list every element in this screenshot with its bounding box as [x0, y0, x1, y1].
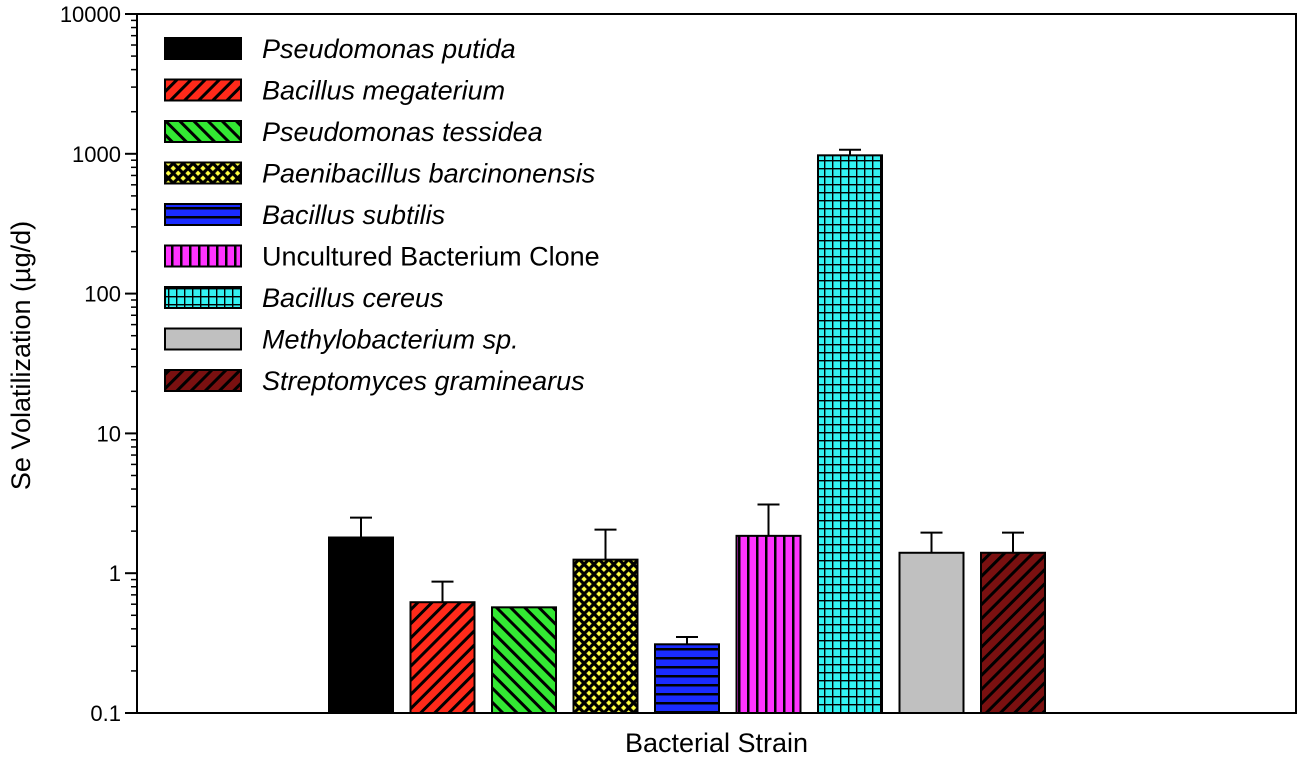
y-axis-title: Se Volatilization (µg/d) [6, 221, 36, 490]
legend-swatch [164, 203, 242, 226]
legend-item-methylobacterium-sp: Methylobacterium sp. [164, 325, 519, 355]
error-bar-paenibacillus-barcinonensis [594, 528, 617, 560]
bar-bacillus-megaterium [409, 601, 476, 714]
legend-item-bacillus-cereus: Bacillus cereus [164, 283, 444, 313]
bar-bacillus-cereus [817, 154, 883, 714]
legend-label: Methylobacterium sp. [262, 325, 519, 355]
error-bar-bacillus-subtilis [676, 635, 698, 645]
legend-swatch [164, 286, 242, 309]
legend-swatch [164, 37, 242, 60]
bar-bacillus-subtilis [654, 643, 720, 714]
legend-swatch [164, 327, 242, 351]
legend-label: Paenibacillus barcinonensis [262, 159, 595, 189]
bars-layer [328, 148, 1046, 714]
axes-layer: 0.1 1 10 100 1000 10000 [60, 2, 1297, 726]
legend-item-paenibacillus-barcinonensis: Paenibacillus barcinonensis [164, 159, 595, 189]
error-bar-pseudomonas-putida [350, 516, 372, 538]
bar-streptomyces-graminearus [980, 551, 1046, 714]
legend-item-streptomyces-graminearus: Streptomyces graminearus [164, 366, 585, 396]
y-tick-label: 1000 [72, 142, 121, 167]
legend-item-uncultured-bacterium-clone: Uncultured Bacterium Clone [164, 242, 600, 272]
legend-label: Streptomyces graminearus [262, 366, 585, 396]
bar-pseudomonas-tessidea [491, 606, 557, 714]
bar-uncultured-bacterium-clone [735, 534, 802, 714]
legend-item-pseudomonas-tessidea: Pseudomonas tessidea [164, 117, 543, 147]
legend-label: Pseudomonas tessidea [262, 117, 543, 147]
legend-label: Uncultured Bacterium Clone [262, 242, 600, 272]
y-tick-label: 1 [109, 561, 121, 586]
legend-item-pseudomonas-putida: Pseudomonas putida [164, 34, 516, 64]
x-axis-title: Bacterial Strain [625, 728, 808, 758]
legend-label: Bacillus megaterium [262, 76, 505, 106]
legend-label: Bacillus cereus [262, 283, 444, 313]
legend-swatch [164, 161, 242, 185]
legend: Pseudomonas putida Bacillus megaterium Pse… [164, 34, 600, 396]
legend-label: Pseudomonas putida [262, 34, 516, 64]
y-tick-label: 100 [84, 282, 121, 307]
legend-item-bacillus-megaterium: Bacillus megaterium [164, 76, 505, 106]
plot-frame [136, 13, 1297, 714]
legend-swatch [164, 369, 242, 392]
error-bar-uncultured-bacterium-clone [757, 503, 780, 536]
y-tick-label: 0.1 [90, 701, 121, 726]
bar-methylobacterium-sp [898, 551, 965, 714]
legend-swatch [164, 78, 242, 102]
legend-label: Bacillus subtilis [262, 200, 445, 230]
legend-swatch [164, 120, 242, 143]
y-tick-label: 10000 [60, 2, 121, 27]
error-bar-methylobacterium-sp [920, 531, 943, 553]
y-tick-label: 10 [97, 421, 121, 446]
error-bar-streptomyces-graminearus [1002, 531, 1024, 553]
legend-swatch [164, 244, 242, 268]
legend-item-bacillus-subtilis: Bacillus subtilis [164, 200, 445, 230]
bar-paenibacillus-barcinonensis [572, 558, 639, 714]
error-bar-bacillus-megaterium [431, 580, 454, 603]
bar-pseudomonas-putida [328, 536, 394, 714]
